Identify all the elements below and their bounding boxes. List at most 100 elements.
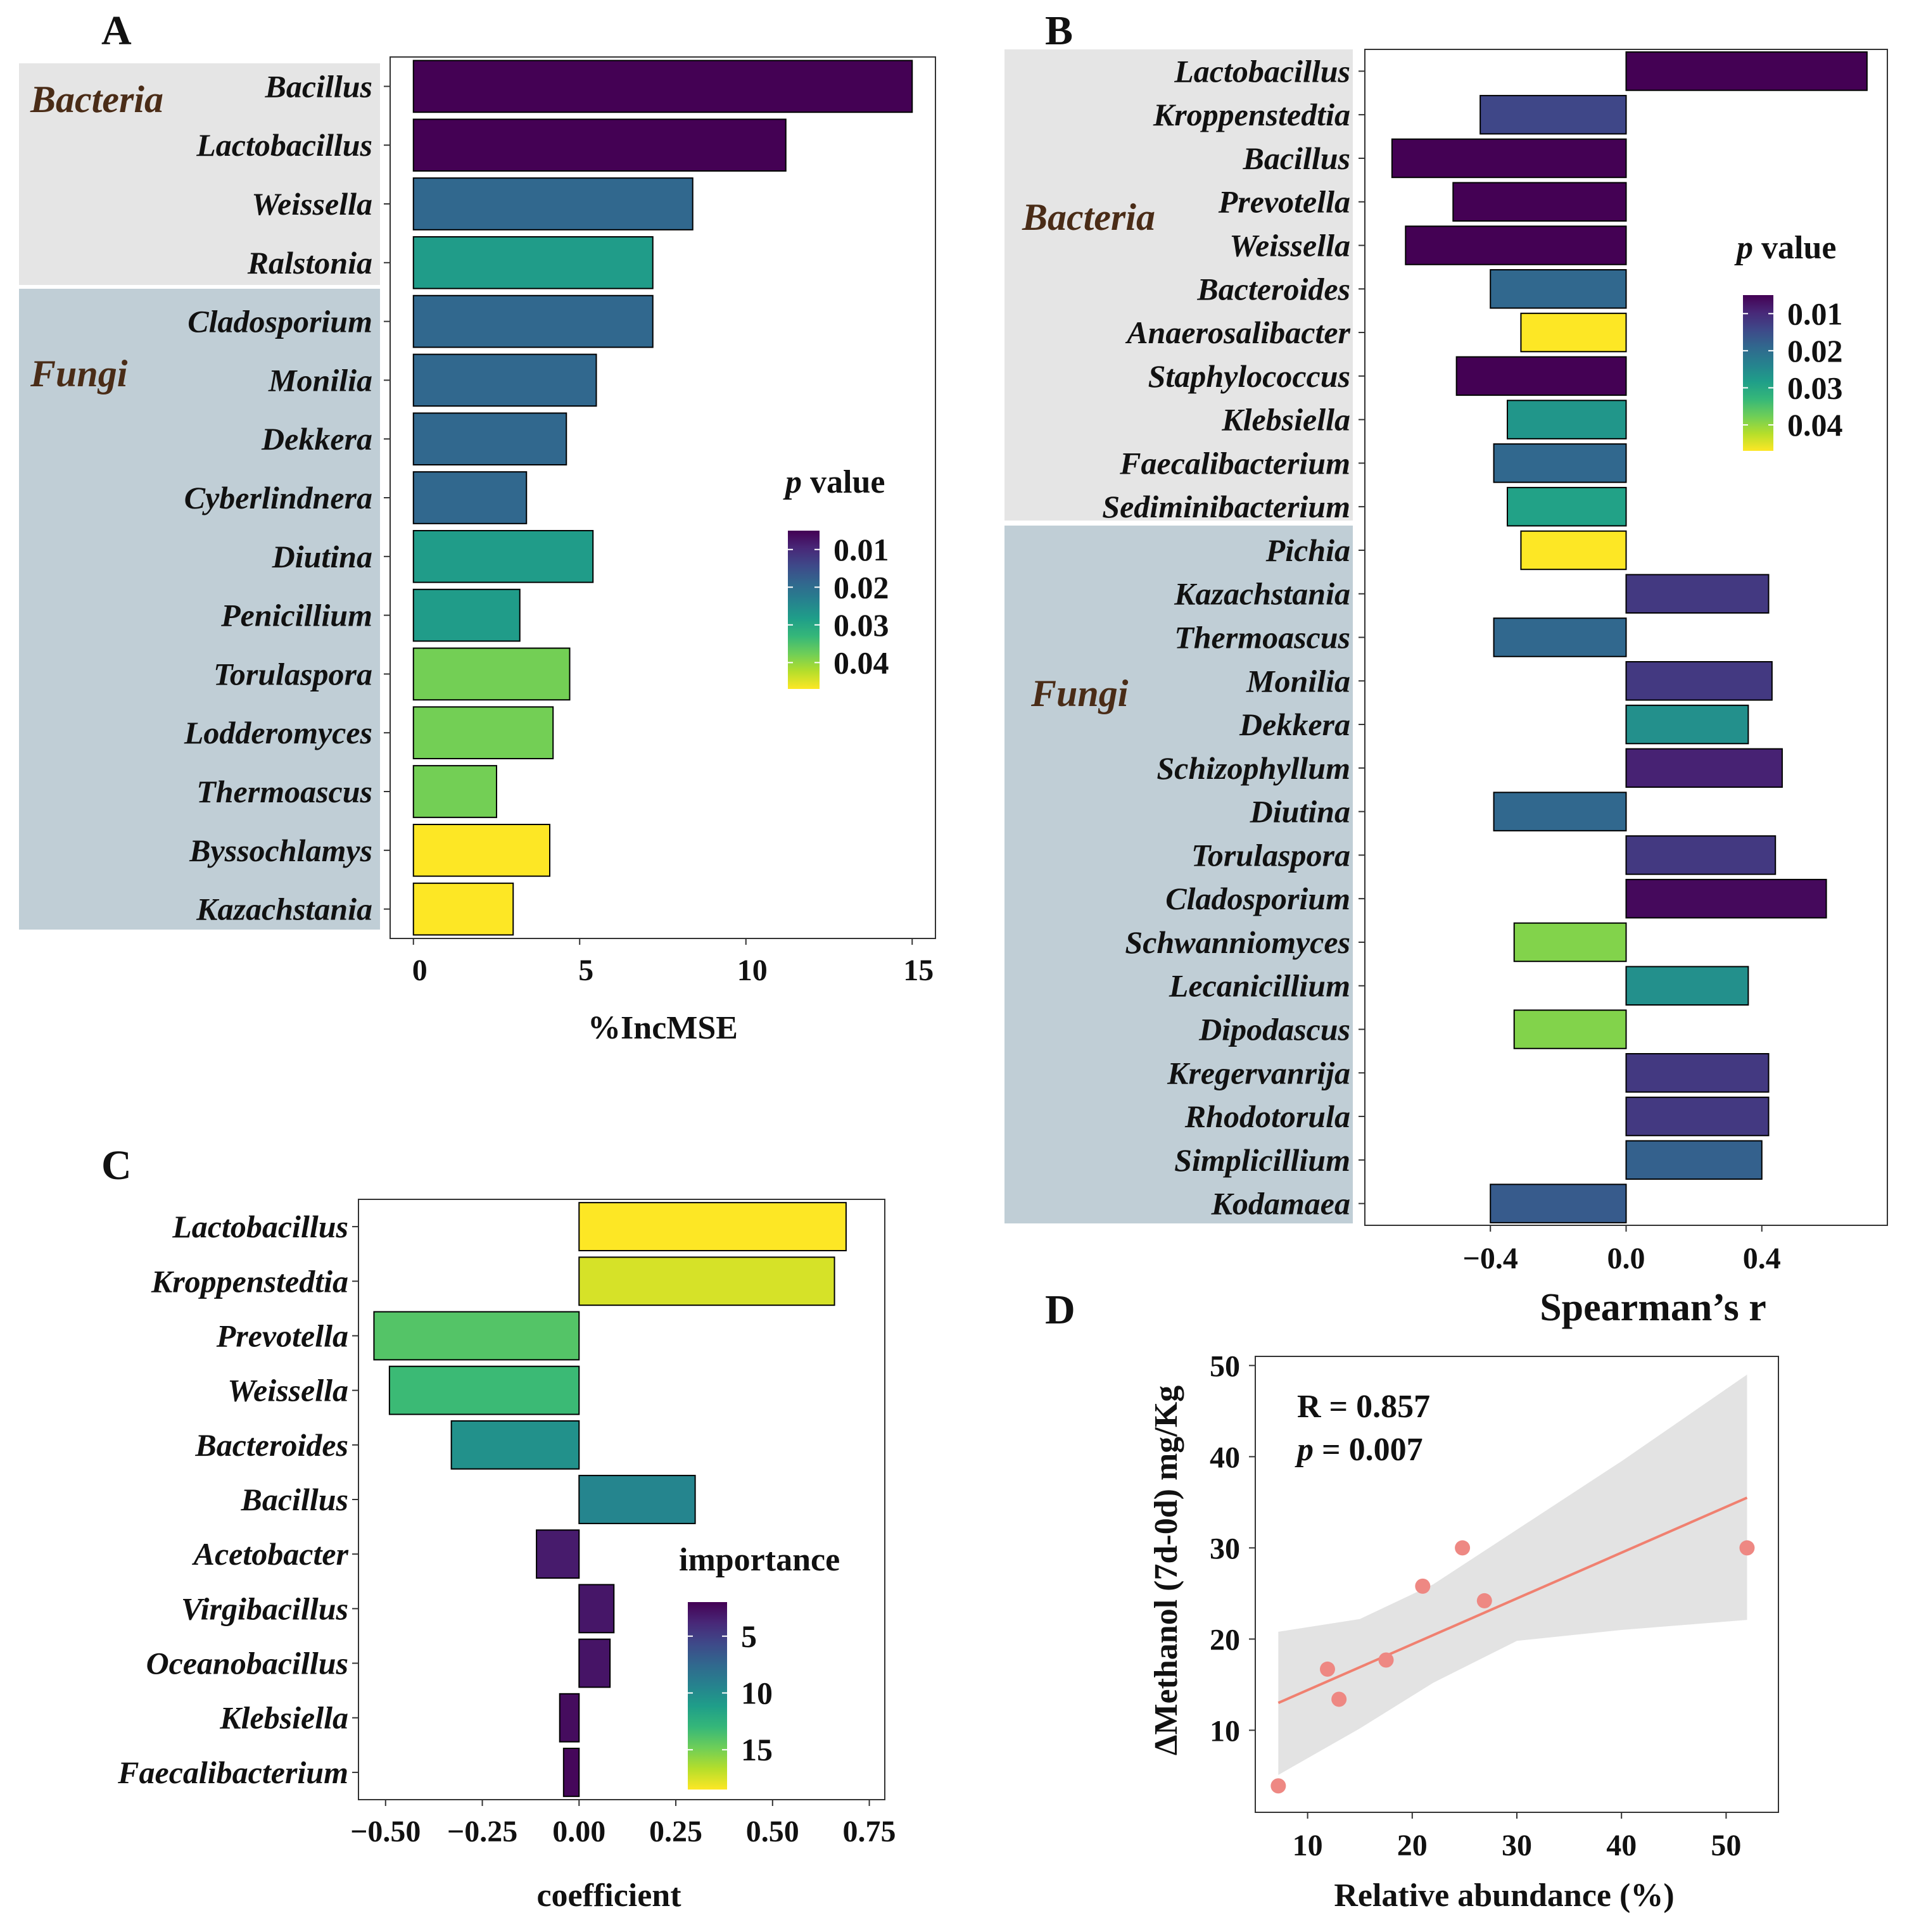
bar-kazachstania (412, 882, 514, 936)
genus-label: Schwanniomyces (1125, 925, 1350, 960)
group-bg-fungi (19, 289, 380, 930)
colorbar-tick-label: 0.03 (1787, 370, 1843, 405)
genus-label: Kroppenstedtia (1153, 97, 1350, 132)
x-tick-label: 50 (1711, 1829, 1741, 1862)
bar-prevotella (1452, 182, 1627, 222)
bar-kroppenstedtia (1479, 94, 1627, 135)
group-bg-bacteria (1004, 49, 1353, 521)
bar-lactobacillus (412, 118, 787, 172)
x-tick-label: 0.0 (1607, 1242, 1645, 1275)
bar-pichia (1520, 530, 1627, 571)
bar-dekkera (412, 412, 567, 466)
genus-label: Bacillus (265, 68, 372, 104)
x-tick-label: −0.50 (350, 1815, 421, 1848)
bar-schwanniomyces (1513, 922, 1627, 963)
x-tick-label: 40 (1606, 1829, 1637, 1862)
colorbar-tick-label: 0.03 (833, 607, 889, 643)
x-tick-label: 0.00 (552, 1815, 605, 1848)
confidence-band (1278, 1374, 1747, 1775)
bar-faecalibacterium (562, 1747, 580, 1797)
y-tick-label: 30 (1210, 1532, 1240, 1565)
bar-simplicillium (1625, 1140, 1763, 1180)
bar-bacillus (578, 1475, 696, 1524)
panel-a: Bacteria Fungi Bacillus Lactobacillus Weisse… (19, 8, 936, 1046)
genus-label: Sediminibacterium (1102, 489, 1350, 524)
data-point (1331, 1691, 1347, 1707)
bar-cladosporium (1625, 878, 1827, 919)
x-tick-label: 30 (1502, 1829, 1532, 1862)
genus-label: Thermoascus (1174, 620, 1350, 655)
genus-label: Lodderomyces (184, 715, 372, 750)
x-axis-title: %IncMSE (588, 1010, 738, 1046)
legend-title-p: p (783, 464, 802, 500)
genus-label: Kregervanrija (1167, 1055, 1350, 1090)
genus-label: Kazachstania (1174, 576, 1350, 612)
genus-label: Dekkera (1239, 707, 1350, 742)
bar-faecalibacterium (1493, 443, 1627, 483)
bar-monilia (1625, 661, 1773, 701)
genus-label: Virgibacillus (181, 1591, 348, 1626)
bar-anaerosalibacter (1520, 312, 1627, 353)
bar-weissella (1405, 225, 1627, 265)
colorbar-tick-label: 0.04 (833, 645, 889, 680)
genus-label: Faecalibacterium (1119, 445, 1350, 481)
genus-label: Oceanobacillus (146, 1646, 348, 1681)
panel-label: A (101, 8, 132, 54)
genus-label: Dipodascus (1198, 1012, 1350, 1047)
genus-label: Lecanicillium (1169, 968, 1350, 1004)
bar-oceanobacillus (578, 1638, 611, 1688)
genus-label: Cladosporium (1165, 881, 1350, 916)
genus-label: Bacillus (1243, 141, 1350, 176)
colorbar (688, 1602, 727, 1790)
genus-label: Staphylococcus (1148, 358, 1350, 394)
genus-label: Cyberlindnera (184, 480, 372, 515)
genus-label: Anaerosalibacter (1125, 315, 1350, 350)
genus-label: Lactobacillus (1174, 53, 1350, 89)
y-tick-label: 40 (1210, 1441, 1240, 1474)
x-tick-label: 0.25 (649, 1815, 702, 1848)
genus-label: Ralstonia (247, 245, 372, 281)
y-axis-title: ΔMethanol (7d-0d) mg/Kg (1148, 1386, 1184, 1755)
bar-diutina (412, 529, 594, 583)
x-tick-label: 15 (903, 954, 934, 987)
panel-label: B (1045, 8, 1073, 54)
genus-label: Acetobacter (192, 1536, 349, 1572)
group-label-bacteria: Bacteria (1022, 196, 1155, 238)
bar-virgibacillus (578, 1584, 615, 1634)
bar-klebsiella (559, 1693, 580, 1743)
bar-penicillium (412, 588, 521, 642)
panel-label: D (1045, 1287, 1075, 1333)
colorbar-tick-label: 0.01 (833, 532, 889, 567)
panel-b: Bacteria Fungi Lactobacillus Kroppenstedtia… (1004, 8, 1888, 1329)
data-point (1378, 1652, 1394, 1668)
genus-label: Weissella (251, 186, 372, 222)
group-label-fungi: Fungi (1030, 672, 1129, 714)
x-tick-label: −0.25 (447, 1815, 517, 1848)
y-tick-label: 50 (1210, 1349, 1240, 1383)
legend-title: p value (783, 464, 885, 500)
y-tick-label: 20 (1210, 1623, 1240, 1657)
genus-label: Prevotella (1218, 184, 1350, 220)
colorbar-tick-label: 0.04 (1787, 407, 1843, 443)
bar-acetobacter (536, 1529, 580, 1579)
bar-byssochlamys (412, 823, 550, 877)
data-point (1739, 1540, 1755, 1556)
bar-weissella (388, 1365, 580, 1415)
genus-label: Klebsiella (219, 1700, 348, 1736)
p-annotation-p: p (1295, 1432, 1314, 1468)
x-axis-title: coefficient (536, 1878, 681, 1914)
x-axis-title: Spearman’s r (1540, 1286, 1766, 1329)
panel-d: 10 20 30 40 50 10 20 30 40 50 Relative abundance (… (1045, 1287, 1779, 1914)
genus-label: Monilia (268, 362, 372, 398)
bar-cladosporium (412, 294, 654, 348)
colorbar-tick-label: 5 (741, 1619, 757, 1654)
bar-kazachstania (1625, 574, 1770, 614)
panel-label: C (101, 1142, 132, 1189)
bar-dekkera (1625, 704, 1749, 745)
bar-klebsiella (1507, 400, 1627, 439)
genus-label: Prevotella (216, 1318, 348, 1353)
genus-label: Pichia (1265, 533, 1350, 568)
panel-c: Lactobacillus Kroppenstedtia Prevotella Wei… (101, 1142, 896, 1914)
bar-thermoascus (1493, 617, 1627, 657)
